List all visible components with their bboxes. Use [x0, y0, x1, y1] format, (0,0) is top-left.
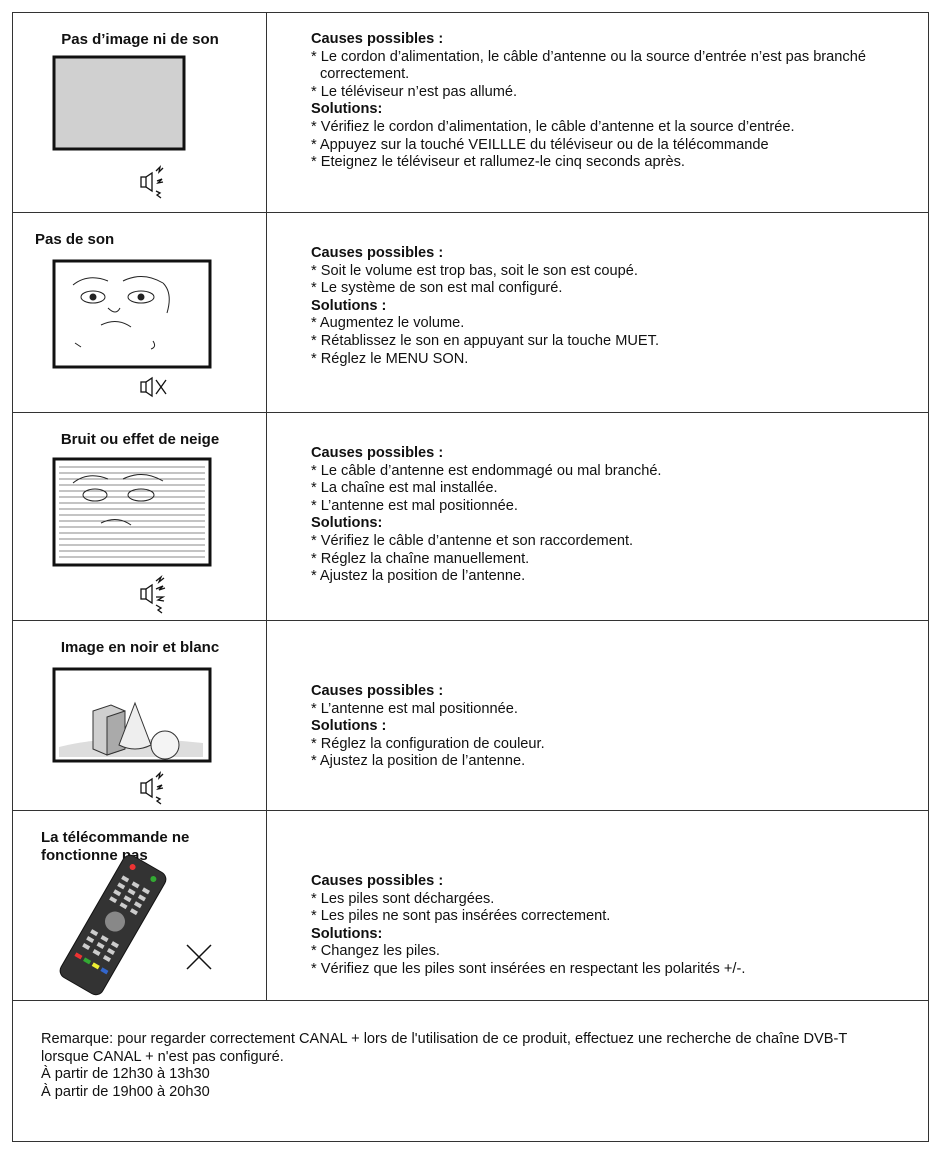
solutions-heading: Solutions: [311, 101, 383, 118]
problem-title: Pas de son [35, 231, 115, 248]
note: Remarque: pour regarder correctement CAN… [41, 1031, 848, 1065]
schedule-line: À partir de 12h30 à 13h30 [41, 1066, 210, 1083]
solution: * Vérifiez que les piles sont insérées e… [311, 960, 746, 977]
solution: * Appuyez sur la touché VEILLLE du télév… [311, 136, 769, 153]
note-text: Remarque: pour regarder correctement CAN… [41, 1031, 871, 1101]
cause: * Le câble d’antenne est endommagé ou ma… [311, 462, 662, 479]
solution: * Réglez le MENU SON. [311, 350, 469, 367]
problem-title: La télécommande ne fonctionne pas [41, 829, 190, 864]
solution: * Vérifiez le cordon d’alimentation, le … [311, 118, 795, 135]
illustration [52, 259, 212, 398]
footer-note: Remarque: pour regarder correctement CAN… [12, 1000, 929, 1142]
cause: * La chaîne est mal installée. [311, 480, 498, 497]
cause: * L’antenne est mal positionnée. [311, 700, 518, 717]
solution: * Augmentez le volume. [311, 315, 465, 332]
cause: * Le système de son est mal configuré. [311, 280, 563, 297]
solution: * Réglez la chaîne manuellement. [311, 550, 530, 567]
table-row: Bruit ou effet de neige Causes possibles… [12, 412, 929, 620]
cause: * Soit le volume est trop bas, soit le s… [311, 262, 638, 279]
solution-cell: Causes possibles : * Soit le volume est … [311, 245, 920, 368]
illustration [59, 854, 212, 996]
problem-title: Image en noir et blanc [60, 639, 220, 656]
schedule-line: À partir de 19h00 à 20h30 [41, 1083, 210, 1100]
solutions-heading: Solutions : [311, 297, 387, 314]
table-row: Image en noir et blanc Causes possibles … [12, 620, 929, 810]
problem-title: Pas d’image ni de son [61, 31, 219, 48]
causes-heading: Causes possibles : [311, 873, 444, 889]
illustration [52, 457, 212, 614]
cause: * Les piles ne sont pas insérées correct… [311, 908, 611, 925]
solution: * Rétablissez le son en appuyant sur la … [311, 332, 660, 349]
solution: * Ajustez la position de l’antenne. [311, 753, 526, 770]
problem-cell: Pas d’image ni de son [13, 13, 267, 212]
table-row: Pas d’image ni de son Causes possibles :… [12, 12, 929, 212]
solution-cell: Causes possibles : * Le câble d’antenne … [311, 445, 920, 586]
cause: * L’antenne est mal positionnée. [311, 497, 518, 514]
problem-cell: Image en noir et blanc [13, 621, 267, 810]
cause: * Le cordon d’alimentation, le câble d’a… [311, 48, 866, 83]
problem-cell: Bruit ou effet de neige [13, 413, 267, 620]
solutions-heading: Solutions : [311, 718, 387, 735]
problem-cell: Pas de son [13, 213, 267, 412]
solution: * Réglez la configuration de couleur. [311, 735, 545, 752]
solution: * Changez les piles. [311, 943, 440, 960]
illustration [52, 55, 186, 199]
solutions-heading: Solutions: [311, 925, 383, 942]
cause: * Les piles sont déchargées. [311, 890, 495, 907]
solution-cell: Causes possibles : * Le cordon d’aliment… [311, 31, 920, 172]
solution: * Ajustez la position de l’antenne. [311, 568, 526, 585]
causes-heading: Causes possibles : [311, 245, 444, 261]
problem-title: Bruit ou effet de neige [60, 431, 220, 448]
solution-cell: Causes possibles : * L’antenne est mal p… [311, 683, 920, 771]
illustration [52, 667, 212, 805]
table-row: La télécommande ne fonctionne pas [12, 810, 929, 1000]
causes-heading: Causes possibles : [311, 683, 444, 699]
solution: * Vérifiez le câble d’antenne et son rac… [311, 532, 634, 549]
solution: * Eteignez le téléviseur et rallumez-le … [311, 154, 685, 171]
solution-cell: Causes possibles : * Les piles sont déch… [311, 873, 920, 979]
solutions-heading: Solutions: [311, 515, 383, 532]
causes-heading: Causes possibles : [311, 445, 444, 461]
problem-cell: La télécommande ne fonctionne pas [13, 811, 267, 1000]
cause: * Le téléviseur n’est pas allumé. [311, 83, 518, 100]
causes-heading: Causes possibles : [311, 31, 444, 47]
table-row: Pas de son Causes possibles : * Soit le … [12, 212, 929, 412]
